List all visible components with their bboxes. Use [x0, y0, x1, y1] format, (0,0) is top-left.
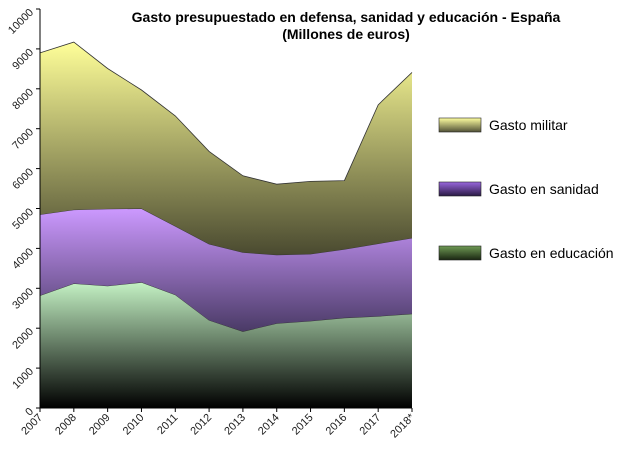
y-tick-label: 5000	[10, 206, 36, 232]
chart-title: Gasto presupuestado en defensa, sanidad …	[132, 9, 561, 25]
y-tick-label: 8000	[10, 86, 36, 112]
x-tick-label: 2014	[256, 412, 282, 438]
area-gasto-militar	[40, 42, 412, 255]
legend-label: Gasto militar	[489, 117, 568, 133]
y-tick-label: 4000	[10, 246, 36, 272]
y-tick-label: 9000	[10, 47, 36, 73]
y-tick-label: 1000	[10, 366, 36, 392]
x-tick-label: 2013	[222, 412, 248, 438]
x-tick-label: 2016	[324, 412, 350, 438]
chart-subtitle: (Millones de euros)	[282, 26, 410, 42]
x-tick-label: 2018*	[388, 411, 417, 440]
area-gasto-en-educación	[40, 282, 412, 408]
y-tick-label: 6000	[10, 166, 36, 192]
plot-area	[39, 41, 413, 408]
legend-label: Gasto en sanidad	[489, 181, 599, 197]
legend-swatch	[438, 181, 482, 197]
x-tick-label: 2017	[358, 412, 384, 438]
x-tick-label: 2015	[290, 412, 316, 438]
x-tick-label: 2010	[121, 412, 147, 438]
x-tick-label: 2007	[19, 412, 45, 438]
y-tick-label: 3000	[10, 286, 36, 312]
y-tick-label: 10000	[6, 7, 36, 37]
legend-swatch	[438, 245, 482, 261]
legend: Gasto militar Gasto en sanidad Gasto en ed…	[438, 117, 614, 261]
y-tick-label: 7000	[10, 126, 36, 152]
area-gasto-en-sanidad	[40, 208, 412, 332]
x-tick-label: 2009	[87, 412, 113, 438]
x-tick-label: 2008	[53, 412, 79, 438]
y-tick-label: 2000	[10, 326, 36, 352]
series-line	[39, 41, 413, 185]
legend-label: Gasto en educación	[489, 245, 614, 261]
x-tick-label: 2012	[188, 412, 214, 438]
x-tick-label: 2011	[155, 412, 180, 437]
legend-swatch	[438, 117, 482, 133]
